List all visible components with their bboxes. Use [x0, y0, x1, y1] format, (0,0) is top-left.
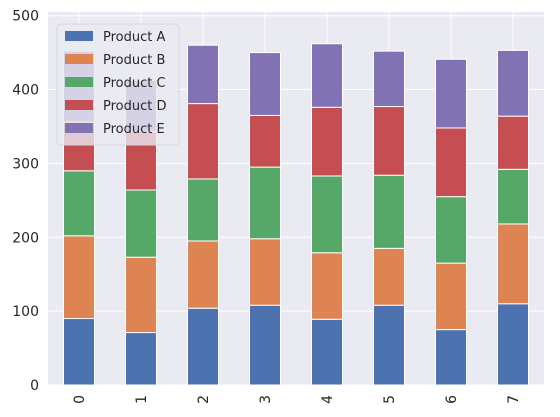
bar-segment [249, 304, 281, 386]
bar-segment [497, 115, 529, 170]
bar-segment [187, 307, 219, 386]
y-tick-label: 300 [12, 156, 39, 172]
legend-swatch [65, 77, 93, 87]
bars [63, 43, 529, 386]
bar-segment [63, 318, 95, 386]
legend-label: Product A [103, 30, 165, 45]
bar-segment [187, 44, 219, 105]
x-tick-label: 7 [506, 395, 522, 404]
bar-segment [373, 174, 405, 249]
bar-segment [125, 256, 157, 334]
legend-label: Product D [103, 99, 167, 114]
bar-segment [373, 247, 405, 306]
legend-label: Product C [103, 76, 166, 91]
bar-segment [435, 127, 467, 198]
bar-segment [373, 106, 405, 176]
x-axis-ticks: 0 1 2 3 4 5 6 7 [72, 395, 522, 404]
bar-segment [125, 332, 157, 386]
bar-segment [125, 189, 157, 258]
bar-segment [497, 168, 529, 225]
legend-swatch [65, 123, 93, 133]
bar-segment [497, 303, 529, 386]
legend: Product A Product B Product C Product D Prod… [56, 23, 180, 146]
bar-segment [249, 114, 281, 168]
bar-segment [435, 329, 467, 386]
bar-segment [311, 252, 343, 320]
y-axis-ticks: 0 100 200 300 400 500 [12, 9, 39, 394]
bar-segment [311, 43, 343, 108]
x-tick-label: 2 [196, 395, 212, 404]
bar-segment [187, 103, 219, 180]
bar-segment [435, 58, 467, 129]
x-tick-label: 1 [134, 395, 150, 404]
legend-swatch [65, 31, 93, 41]
y-tick-label: 200 [12, 230, 39, 246]
y-tick-label: 100 [12, 304, 39, 320]
x-tick-label: 4 [320, 395, 336, 404]
x-tick-label: 6 [444, 395, 460, 404]
bar-segment [249, 238, 281, 306]
bar-segment [497, 223, 529, 305]
bar-segment [311, 318, 343, 386]
bar-segment [373, 50, 405, 108]
bar-segment [63, 170, 95, 237]
y-tick-label: 500 [12, 9, 39, 25]
bar-segment [187, 240, 219, 309]
legend-swatch [65, 54, 93, 64]
bar-segment [373, 304, 405, 386]
x-tick-label: 5 [382, 395, 398, 404]
bar-segment [311, 106, 343, 177]
bar-segment [435, 196, 467, 264]
y-tick-label: 400 [12, 83, 39, 99]
bar-segment [63, 235, 95, 320]
x-tick-label: 0 [72, 395, 88, 404]
legend-swatch [65, 100, 93, 110]
legend-label: Product B [103, 53, 165, 68]
bar-segment [311, 175, 343, 254]
bar-segment [435, 262, 467, 331]
bar-segment [187, 178, 219, 242]
bar-segment [497, 49, 529, 117]
legend-label: Product E [103, 122, 165, 137]
x-tick-label: 3 [258, 395, 274, 404]
y-tick-label: 0 [30, 378, 39, 394]
bar-segment [249, 52, 281, 116]
bar-segment [249, 166, 281, 240]
